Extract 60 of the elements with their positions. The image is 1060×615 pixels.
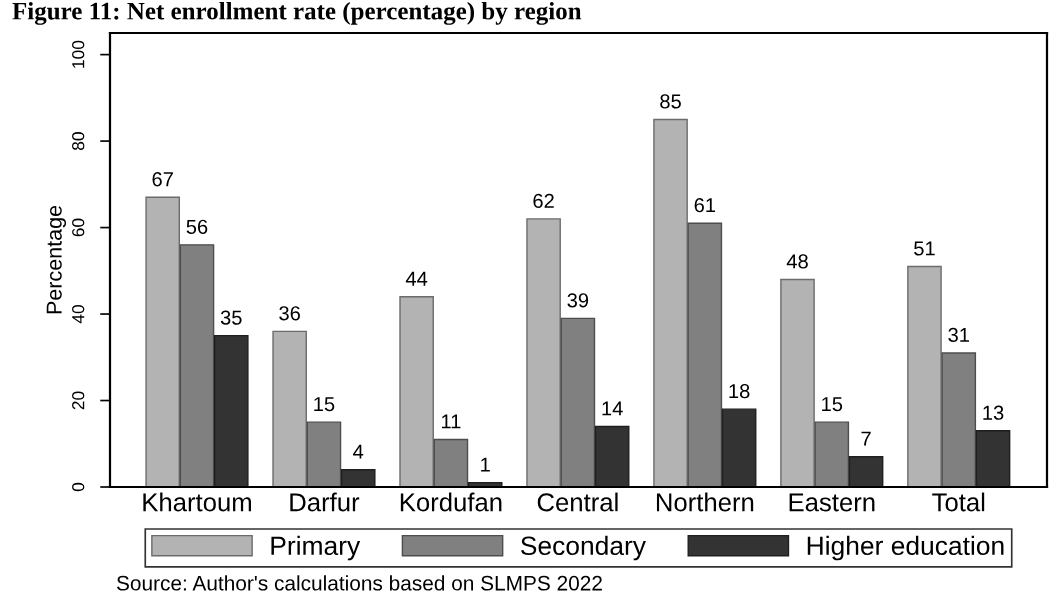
data-label: 4 [353,444,364,459]
bar [179,244,215,487]
bar [560,317,596,487]
data-label: 11 [441,414,461,429]
x-tick-label: Darfur [290,492,360,512]
bar [213,334,249,487]
bar [306,421,342,487]
source-note: Source: Author's calculations based on SLMPS 2022 [116,575,602,591]
data-label: 51 [914,241,935,256]
y-tick-label: 20 [72,391,85,410]
x-tick-label: Khartoum [143,492,251,512]
x-tick-label: Kordufan [400,492,502,512]
legend-label: Primary [271,535,361,561]
data-label: 14 [602,401,623,416]
bar [653,118,688,487]
bar [399,296,434,487]
legend-label: Secondary [521,535,646,561]
bar [941,352,977,487]
x-tick-label: Total [932,492,985,512]
data-label: 7 [861,431,871,446]
data-label: 44 [405,271,428,286]
data-label: 15 [822,397,843,412]
x-tick-label: Central [537,492,618,512]
data-label: 13 [983,405,1004,420]
bar [594,425,630,487]
x-tick-label: Northern [656,492,754,512]
data-label: 15 [314,397,335,412]
bar [340,469,376,487]
bar [848,456,884,487]
bar [780,278,815,487]
bar [145,196,181,487]
bar [814,421,850,487]
bar [272,330,307,487]
data-label: 35 [220,310,242,325]
data-label: 56 [186,219,208,234]
data-label: 48 [786,254,808,269]
bar [907,265,942,487]
x-tick-label: Eastern [789,493,875,512]
data-label: 39 [567,293,589,308]
bar [721,408,757,487]
data-label: 67 [152,172,173,187]
y-tick-label: 40 [72,305,85,324]
data-label: 61 [694,198,716,213]
bar [687,222,723,487]
y-tick-label: 80 [72,132,85,150]
data-label: 18 [729,383,750,399]
y-tick-label: 60 [72,218,85,237]
legend-label: Higher education [807,535,1004,561]
y-tick-label: 100 [72,40,85,68]
bar [526,218,561,487]
data-label: 62 [533,193,554,208]
chart-title: Figure 11: Net enrollment rate (percentage) by region [12,2,582,25]
bar [975,430,1011,487]
data-label: 36 [279,306,300,321]
y-tick-label: 0 [72,482,85,492]
data-label: 85 [660,94,681,109]
data-label: 31 [948,327,969,343]
y-axis-title: Percentage [46,205,67,314]
data-label: 1 [481,457,490,472]
bar [433,438,469,487]
